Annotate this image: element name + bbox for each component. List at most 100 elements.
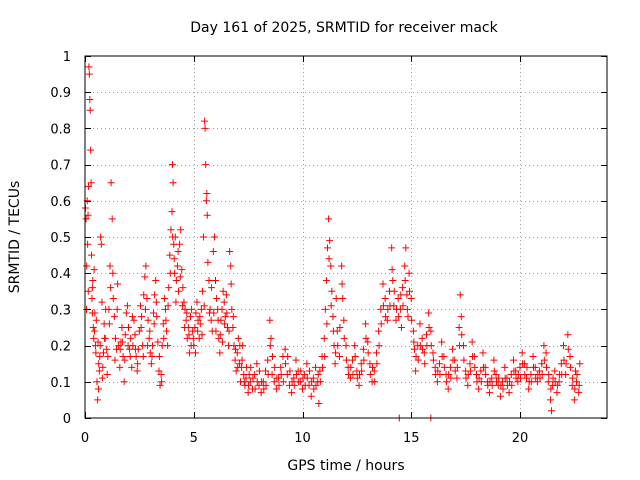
data-point-31 bbox=[98, 374, 106, 382]
data-point-375 bbox=[160, 334, 168, 342]
data-point-96 bbox=[168, 161, 176, 169]
data-point-422 bbox=[262, 381, 270, 389]
data-point-93 bbox=[166, 251, 174, 259]
data-point-483 bbox=[395, 313, 403, 321]
data-point-388 bbox=[187, 342, 195, 350]
data-point-1 bbox=[82, 215, 90, 223]
data-point-354 bbox=[109, 269, 117, 277]
data-point-335 bbox=[570, 396, 578, 404]
ytick-label: 0.8 bbox=[50, 122, 71, 137]
data-point-368 bbox=[144, 342, 152, 350]
data-point-342 bbox=[84, 182, 92, 190]
data-point-16 bbox=[89, 324, 97, 331]
data-point-553 bbox=[547, 385, 555, 393]
data-point-252 bbox=[401, 262, 409, 270]
data-point-36 bbox=[104, 352, 112, 360]
data-point-435 bbox=[290, 381, 298, 389]
data-point-126 bbox=[200, 233, 208, 241]
data-point-321 bbox=[542, 349, 550, 357]
data-point-484 bbox=[397, 291, 405, 299]
data-point-172 bbox=[251, 371, 259, 379]
data-point-22 bbox=[93, 378, 101, 386]
data-point-139 bbox=[212, 276, 219, 284]
data-point-320 bbox=[540, 342, 548, 350]
data-point-26 bbox=[95, 367, 103, 375]
data-point-513 bbox=[460, 356, 468, 364]
data-point-233 bbox=[364, 338, 372, 346]
data-point-27 bbox=[96, 342, 104, 350]
data-point-324 bbox=[548, 407, 556, 415]
data-point-270 bbox=[433, 378, 441, 386]
data-point-304 bbox=[505, 389, 513, 397]
data-point-15 bbox=[89, 276, 97, 284]
data-point-468 bbox=[362, 334, 370, 342]
data-point-28 bbox=[97, 233, 105, 241]
data-point-369 bbox=[146, 327, 154, 335]
data-point-42 bbox=[110, 313, 118, 321]
ytick-label: 0.5 bbox=[50, 231, 71, 246]
data-point-200 bbox=[309, 374, 317, 382]
data-point-101 bbox=[172, 276, 180, 284]
data-point-110 bbox=[182, 316, 190, 324]
data-point-70 bbox=[141, 273, 149, 281]
ytick-label: 0.4 bbox=[50, 267, 71, 282]
data-point-560 bbox=[562, 360, 570, 368]
data-point-6 bbox=[85, 63, 93, 71]
data-point-43 bbox=[111, 334, 119, 342]
data-point-332 bbox=[564, 331, 572, 339]
data-point-355 bbox=[111, 356, 119, 364]
data-point-177 bbox=[262, 367, 270, 375]
data-point-232 bbox=[362, 320, 370, 328]
data-point-516 bbox=[466, 367, 474, 375]
data-point-30 bbox=[98, 298, 106, 306]
data-point-528 bbox=[493, 378, 501, 386]
data-point-556 bbox=[553, 381, 561, 389]
data-point-517 bbox=[469, 352, 477, 360]
data-point-213 bbox=[328, 287, 336, 295]
data-point-120 bbox=[193, 298, 201, 306]
data-point-130 bbox=[202, 197, 210, 205]
data-point-58 bbox=[128, 363, 136, 371]
data-point-503 bbox=[438, 352, 446, 360]
data-point-154 bbox=[228, 305, 236, 313]
data-point-505 bbox=[442, 378, 450, 386]
data-point-504 bbox=[440, 363, 448, 371]
data-point-74 bbox=[145, 334, 153, 342]
data-point-145 bbox=[218, 305, 226, 313]
data-point-63 bbox=[133, 367, 141, 375]
data-point-554 bbox=[549, 374, 557, 382]
ytick-label: 0.1 bbox=[50, 376, 71, 391]
data-point-350 bbox=[101, 334, 109, 342]
data-point-83 bbox=[155, 367, 163, 375]
data-point-535 bbox=[508, 381, 516, 389]
data-point-514 bbox=[462, 374, 470, 382]
data-point-534 bbox=[506, 378, 514, 386]
data-point-466 bbox=[358, 367, 366, 375]
data-point-370 bbox=[148, 352, 156, 360]
data-point-207 bbox=[321, 305, 329, 313]
data-point-429 bbox=[277, 371, 285, 379]
data-point-92 bbox=[165, 284, 173, 292]
data-point-409 bbox=[234, 363, 242, 371]
data-point-423 bbox=[264, 371, 272, 379]
data-point-152 bbox=[226, 247, 234, 255]
data-point-521 bbox=[477, 378, 485, 386]
data-point-300 bbox=[496, 392, 504, 400]
data-point-446 bbox=[314, 371, 322, 379]
data-point-239 bbox=[377, 305, 385, 313]
data-point-501 bbox=[434, 367, 442, 375]
data-point-140 bbox=[213, 295, 221, 303]
data-point-269 bbox=[431, 363, 439, 371]
data-point-160 bbox=[234, 334, 242, 342]
data-point-223 bbox=[342, 342, 350, 350]
data-point-91 bbox=[164, 342, 172, 350]
data-point-84 bbox=[156, 381, 164, 389]
data-point-408 bbox=[232, 345, 240, 353]
data-point-427 bbox=[273, 374, 281, 382]
data-point-382 bbox=[174, 247, 182, 255]
data-point-353 bbox=[107, 284, 115, 292]
data-point-552 bbox=[545, 371, 553, 379]
data-point-73 bbox=[144, 316, 152, 324]
data-point-229 bbox=[355, 381, 363, 389]
data-point-420 bbox=[258, 378, 266, 386]
